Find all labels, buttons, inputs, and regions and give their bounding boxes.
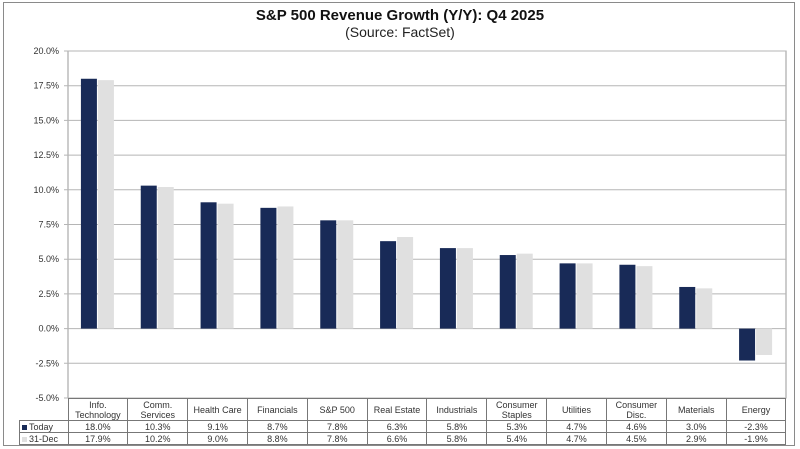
bar-today [619,264,636,329]
category-label: Info. Technology [67,398,129,421]
category-label: Energy [725,398,787,421]
y-tick-label: 10.0% [33,185,59,195]
y-tick-label: 2.5% [38,289,59,299]
category-label: Financials [246,398,308,421]
bar-today [439,248,456,329]
bar-today [80,78,97,329]
category-label: Utilities [546,398,607,421]
data-table-value: 3.0% [665,420,727,433]
bar-31-dec [217,203,234,329]
category-label: Materials [665,398,727,421]
bar-today [499,255,516,329]
y-tick-label: 20.0% [33,46,59,56]
data-table-row-today: Today 18.0% 10.3% 9.1% 8.7% 7.8% 6.3% 5.8% 5.3%… [19,420,787,433]
data-table-value: 4.7% [546,432,607,445]
data-table-value: 8.8% [246,432,308,445]
data-table-value: 5.8% [426,420,488,433]
legend-swatch-31-dec [22,436,27,442]
bar-today [559,263,576,329]
legend-label-today: Today [29,421,54,432]
bar-today [320,220,337,329]
category-label: S&P 500 [306,398,368,421]
data-table-value: 5.4% [486,432,548,445]
y-tick-label: 0.0% [38,324,59,334]
y-tick-label: 12.5% [33,150,59,160]
bar-today [679,286,696,329]
data-table-value: 4.7% [546,420,607,433]
data-table-corner [19,398,69,421]
legend-swatch-today [22,424,27,430]
category-label: Industrials [426,398,488,421]
y-tick-label: 17.5% [33,81,59,91]
category-label: Consumer Staples [486,398,548,421]
legend-31-dec: 31-Dec [19,432,69,445]
data-table-header: Info. Technology Comm. Services Health Care F… [19,398,787,421]
bar-31-dec [696,288,713,329]
data-table-value: 7.8% [306,432,368,445]
bar-31-dec [576,263,593,329]
data-table-value: 4.5% [605,432,667,445]
data-table-value: 2.9% [665,432,727,445]
chart-subtitle: (Source: FactSet) [345,24,455,40]
bar-today [739,328,756,361]
bar-31-dec [636,266,653,329]
data-table-value: 8.7% [246,420,308,433]
data-table-value: 4.6% [605,420,667,433]
legend-today: Today [19,420,69,433]
bar-31-dec [397,236,414,329]
data-table-value: 5.8% [426,432,488,445]
category-label: Real Estate [366,398,428,421]
bar-today [140,185,157,329]
data-table-value: -1.9% [725,432,787,445]
bar-31-dec [456,248,473,329]
data-table-value: 7.8% [306,420,368,433]
bar-31-dec [516,253,533,329]
data-table-value: 6.3% [366,420,428,433]
chart-frame [3,2,795,446]
data-table-value: 9.0% [187,432,248,445]
bar-31-dec [756,328,773,355]
data-table-value: -2.3% [725,420,787,433]
data-table: Info. Technology Comm. Services Health Care F… [19,398,787,445]
bar-today [260,207,277,329]
data-table-value: 10.3% [127,420,189,433]
bar-31-dec [97,80,114,329]
y-tick-label: -2.5% [35,358,59,368]
y-tick-label: -5.0% [35,393,59,403]
data-table-row-31-dec: 31-Dec 17.9% 10.2% 9.0% 8.8% 7.8% 6.6% 5.8% 5.4… [19,432,787,445]
chart-title: S&P 500 Revenue Growth (Y/Y): Q4 2025 [255,7,545,24]
bar-31-dec [337,220,354,329]
data-table-value: 17.9% [67,432,129,445]
category-label: Consumer Disc. [605,398,667,421]
bar-today [380,241,397,329]
bar-today [200,202,217,329]
data-table-value: 9.1% [187,420,248,433]
bar-31-dec [157,187,174,329]
data-table-value: 5.3% [486,420,548,433]
y-tick-label: 15.0% [33,115,59,125]
data-table-value: 6.6% [366,432,428,445]
category-label: Health Care [187,398,248,421]
data-table-value: 18.0% [67,420,129,433]
data-table-value: 10.2% [127,432,189,445]
bar-31-dec [277,206,294,329]
legend-label-31-dec: 31-Dec [29,433,59,444]
y-tick-label: 7.5% [38,220,59,230]
category-label: Comm. Services [127,398,189,421]
y-tick-label: 5.0% [38,254,59,264]
